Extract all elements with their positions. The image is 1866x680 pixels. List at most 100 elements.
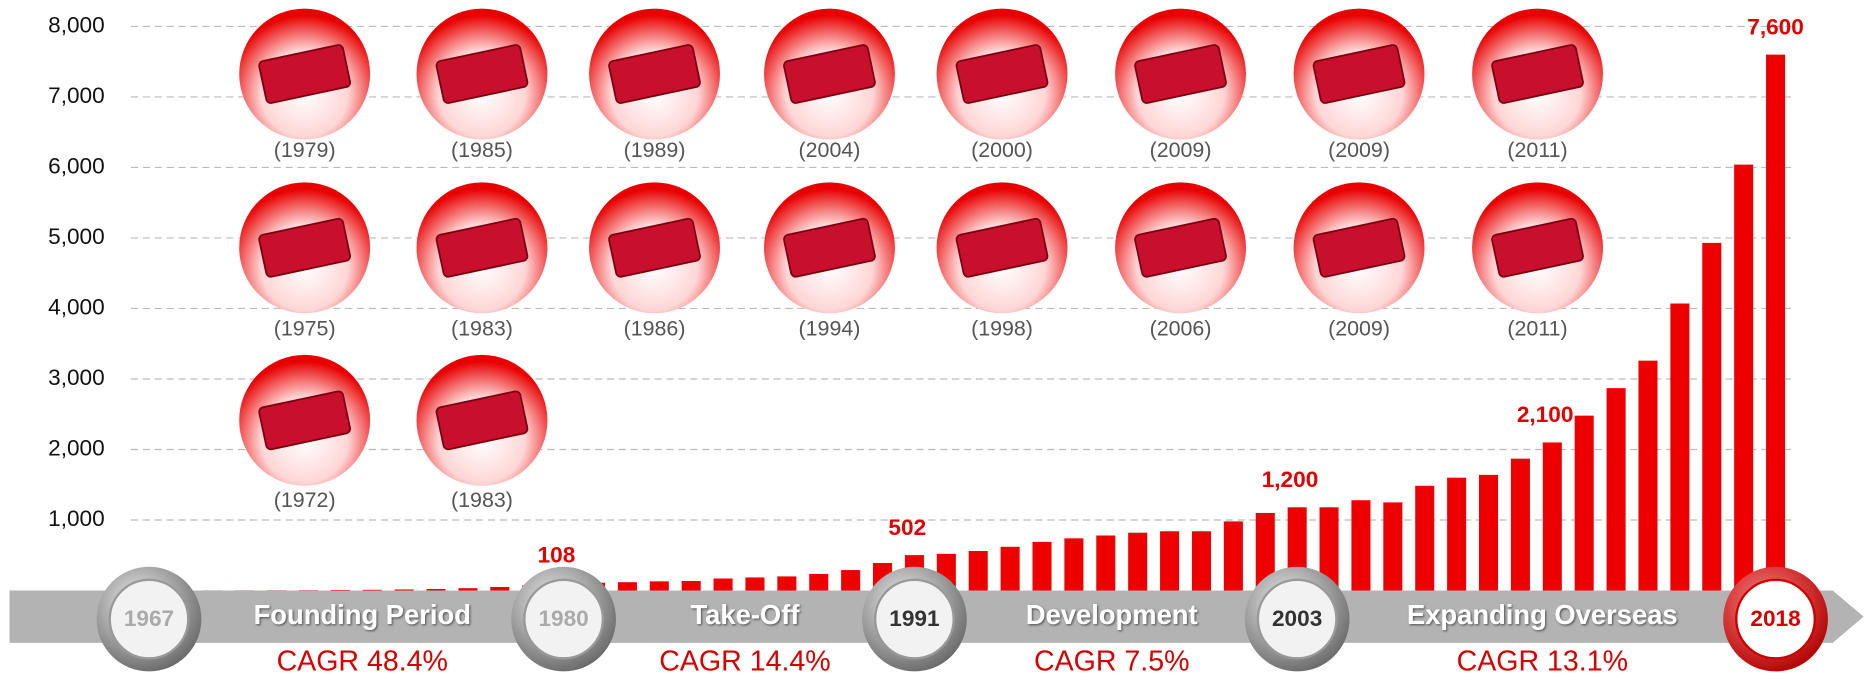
bar bbox=[490, 586, 510, 591]
product-pack bbox=[258, 44, 352, 104]
bar bbox=[1734, 164, 1754, 591]
bar bbox=[1351, 500, 1371, 591]
milestone-year: 1980 bbox=[538, 606, 588, 631]
bar bbox=[1383, 502, 1403, 591]
milestone-face bbox=[1256, 578, 1338, 660]
milestone-face bbox=[108, 578, 190, 660]
bar bbox=[617, 582, 637, 591]
product-pack bbox=[1491, 44, 1584, 104]
bar bbox=[1670, 303, 1690, 591]
y-tick-label: 3,000 bbox=[48, 365, 105, 390]
product-pack bbox=[258, 217, 352, 278]
product-year: (1998) bbox=[971, 317, 1033, 341]
product-year: (1983) bbox=[451, 488, 513, 512]
product-pack bbox=[1491, 217, 1584, 278]
product-year: (2009) bbox=[1150, 138, 1212, 162]
y-tick-label: 8,000 bbox=[48, 12, 105, 37]
phase-name: Expanding Overseas bbox=[1407, 599, 1678, 630]
phase-cagr: CAGR 13.1% bbox=[1457, 646, 1628, 678]
milestone-face bbox=[873, 578, 955, 660]
data-label: 7,600 bbox=[1747, 14, 1804, 39]
product-pack bbox=[1312, 217, 1406, 278]
y-tick-label: 4,000 bbox=[48, 294, 105, 319]
bar bbox=[1032, 541, 1052, 591]
y-tick-label: 1,000 bbox=[48, 506, 105, 531]
bar bbox=[1191, 531, 1211, 591]
bar bbox=[1478, 474, 1499, 591]
product-year: (1979) bbox=[274, 138, 336, 162]
bar bbox=[1319, 507, 1339, 591]
product-pack bbox=[955, 217, 1049, 278]
product-year: (2006) bbox=[1150, 317, 1212, 341]
product-year: (1975) bbox=[274, 317, 336, 341]
bar bbox=[1447, 477, 1467, 591]
milestone-year: 1991 bbox=[889, 606, 939, 631]
product-pack bbox=[783, 44, 876, 104]
product-pack bbox=[1134, 217, 1227, 278]
bar bbox=[1574, 415, 1594, 591]
bar bbox=[1638, 360, 1658, 591]
product-year: (1983) bbox=[451, 317, 513, 341]
bar bbox=[1702, 242, 1722, 591]
bar bbox=[1160, 531, 1180, 591]
phase-name: Founding Period bbox=[254, 599, 471, 630]
bar bbox=[1000, 546, 1020, 591]
milestone-year: 1967 bbox=[124, 606, 174, 631]
bar bbox=[362, 589, 382, 591]
bar bbox=[1255, 512, 1275, 591]
bar bbox=[458, 588, 478, 591]
product-year: (1989) bbox=[624, 138, 686, 162]
data-label: 108 bbox=[538, 543, 576, 568]
bar bbox=[713, 578, 733, 591]
product-year: (1972) bbox=[274, 488, 336, 512]
bar bbox=[777, 576, 797, 591]
data-label: 1,200 bbox=[1262, 467, 1319, 492]
product-year: (1994) bbox=[799, 317, 861, 341]
product-pack bbox=[1134, 44, 1227, 104]
phase-cagr: CAGR 48.4% bbox=[277, 646, 448, 678]
product-pack bbox=[258, 390, 352, 451]
bar bbox=[1510, 458, 1530, 591]
product-year: (1985) bbox=[451, 138, 513, 162]
product-year: (2009) bbox=[1328, 317, 1390, 341]
bar bbox=[1415, 485, 1435, 591]
bar bbox=[1096, 535, 1116, 591]
bar bbox=[681, 580, 701, 591]
product-pack bbox=[783, 217, 876, 278]
product-pack bbox=[435, 44, 529, 104]
milestone-year: 2018 bbox=[1750, 606, 1800, 631]
milestone-face bbox=[523, 578, 605, 660]
product-pack bbox=[608, 217, 701, 278]
bar bbox=[841, 570, 861, 591]
data-label: 2,100 bbox=[1517, 402, 1574, 427]
product-pack bbox=[435, 217, 529, 278]
product-pack bbox=[955, 44, 1049, 104]
bar bbox=[968, 551, 988, 591]
phase-name: Development bbox=[1026, 599, 1198, 630]
y-tick-label: 7,000 bbox=[48, 83, 105, 108]
product-pack bbox=[435, 390, 529, 451]
bar bbox=[1542, 442, 1562, 591]
product-pack bbox=[608, 44, 701, 104]
bar bbox=[426, 588, 446, 591]
bar bbox=[1128, 532, 1148, 591]
phase-cagr: CAGR 14.4% bbox=[659, 646, 830, 678]
product-year: (2009) bbox=[1328, 138, 1390, 162]
bar bbox=[809, 573, 829, 591]
phase-name: Take-Off bbox=[690, 599, 800, 630]
bar bbox=[1766, 54, 1786, 591]
product-year: (2011) bbox=[1507, 138, 1567, 162]
product-year: (2004) bbox=[799, 138, 861, 162]
bar bbox=[1223, 521, 1243, 591]
milestone-face bbox=[1735, 578, 1817, 660]
bar bbox=[745, 577, 765, 591]
bar bbox=[1606, 388, 1626, 591]
product-year: (2000) bbox=[971, 138, 1033, 162]
y-tick-label: 5,000 bbox=[48, 224, 105, 249]
bar bbox=[649, 581, 669, 591]
product-year: (2011) bbox=[1507, 317, 1567, 341]
y-tick-label: 2,000 bbox=[48, 435, 105, 460]
bar bbox=[394, 589, 414, 591]
